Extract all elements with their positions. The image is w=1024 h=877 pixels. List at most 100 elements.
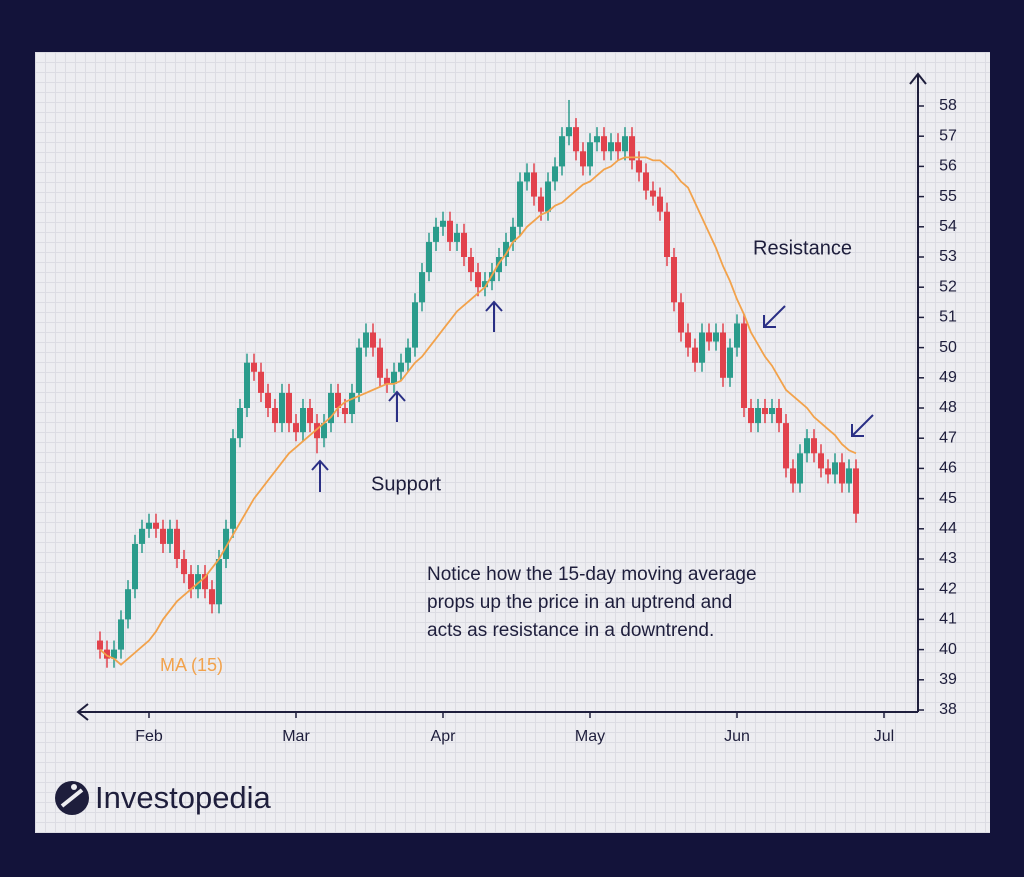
candle-body <box>692 347 698 363</box>
y-tick-label: 55 <box>939 188 957 205</box>
candle-body <box>251 362 257 372</box>
candle-body <box>825 468 831 475</box>
ma-label: MA (15) <box>160 655 223 675</box>
candle-body <box>797 453 803 484</box>
candle-body <box>545 181 551 212</box>
candle-body <box>391 371 397 384</box>
candle-body <box>412 302 418 348</box>
candle-body <box>503 241 509 257</box>
candle-body <box>440 220 446 227</box>
candle-body <box>97 640 103 650</box>
candle-body <box>202 574 208 590</box>
candle-body <box>762 408 768 415</box>
candle-body <box>314 423 320 439</box>
y-tick-label: 54 <box>939 218 957 235</box>
candle-body <box>160 528 166 544</box>
candle-body <box>384 377 390 384</box>
y-tick-label: 41 <box>939 611 957 628</box>
candle-body <box>552 166 558 182</box>
candle-body <box>769 408 775 415</box>
resistance-arrow <box>763 305 786 328</box>
y-tick-label: 42 <box>939 580 957 597</box>
support-arrow <box>388 390 406 422</box>
candle-body <box>741 323 747 408</box>
candle-body <box>678 302 684 333</box>
candle-body <box>307 408 313 424</box>
candle-body <box>447 220 453 242</box>
candle-body <box>363 332 369 348</box>
y-tick-label: 53 <box>939 248 957 265</box>
candle-body <box>790 468 796 484</box>
candle-body <box>125 589 131 620</box>
note-line: props up the price in an uptrend and <box>427 592 732 613</box>
candle-body <box>111 649 117 659</box>
y-tick-label: 38 <box>939 701 957 718</box>
candle-body <box>132 543 138 590</box>
candle-body <box>244 362 250 408</box>
candle-body <box>636 160 642 173</box>
candle-body <box>461 232 467 257</box>
candle-body <box>153 522 159 529</box>
candle-body <box>622 136 628 152</box>
note-line: acts as resistance in a downtrend. <box>427 620 714 641</box>
y-axis-arrow <box>909 72 927 85</box>
y-tick-label: 48 <box>939 399 957 416</box>
y-tick-label: 57 <box>939 127 957 144</box>
logo-icon-dot <box>71 784 77 790</box>
candle-body <box>706 332 712 342</box>
y-tick-label: 58 <box>939 97 957 114</box>
y-tick-label: 39 <box>939 671 957 688</box>
candle-body <box>755 408 761 424</box>
brand: Investopedia <box>95 780 272 815</box>
candle-body <box>223 528 229 559</box>
candle-body <box>720 332 726 378</box>
x-tick-label: Jul <box>874 728 894 745</box>
candle-body <box>580 151 586 167</box>
candle-body <box>559 136 565 167</box>
candle-body <box>181 559 187 575</box>
candle-body <box>734 323 740 348</box>
candle-body <box>321 423 327 439</box>
y-tick-label: 51 <box>939 309 957 326</box>
candle-body <box>265 392 271 408</box>
x-tick-label: Apr <box>431 728 457 745</box>
candle-body <box>426 241 432 273</box>
support-arrow <box>485 300 503 332</box>
x-axis-arrow <box>76 703 89 721</box>
candle-body <box>776 408 782 424</box>
note-line: Notice how the 15-day moving average <box>427 564 757 585</box>
candle-body <box>804 438 810 454</box>
candle-body <box>377 347 383 378</box>
y-tick-label: 43 <box>939 550 957 567</box>
logo <box>55 781 89 815</box>
candle-body <box>853 468 859 514</box>
candle-body <box>643 172 649 191</box>
candle-body <box>811 438 817 454</box>
candle-body <box>216 559 222 605</box>
candle-body <box>230 438 236 529</box>
y-tick-label: 47 <box>939 429 957 446</box>
candle-body <box>300 408 306 433</box>
candle-body <box>748 408 754 424</box>
y-tick-label: 40 <box>939 641 957 658</box>
candle-body <box>566 127 572 137</box>
candle-body <box>174 528 180 559</box>
candle-body <box>685 332 691 348</box>
x-tick-label: Mar <box>282 728 310 745</box>
candle-body <box>482 281 488 288</box>
moving-average-line <box>99 156 857 666</box>
support-label: Support <box>371 473 441 495</box>
candle-body <box>650 190 656 197</box>
candle-body <box>510 226 516 242</box>
x-tick-label: May <box>575 728 605 745</box>
candle-body <box>195 574 201 590</box>
candle-body <box>258 371 264 393</box>
candle-body <box>475 272 481 288</box>
y-tick-label: 56 <box>939 158 957 175</box>
y-tick-label: 46 <box>939 460 957 477</box>
y-tick-label: 50 <box>939 339 957 356</box>
candle-body <box>104 649 110 659</box>
x-tick-label: Feb <box>135 728 163 745</box>
candle-body <box>433 226 439 242</box>
